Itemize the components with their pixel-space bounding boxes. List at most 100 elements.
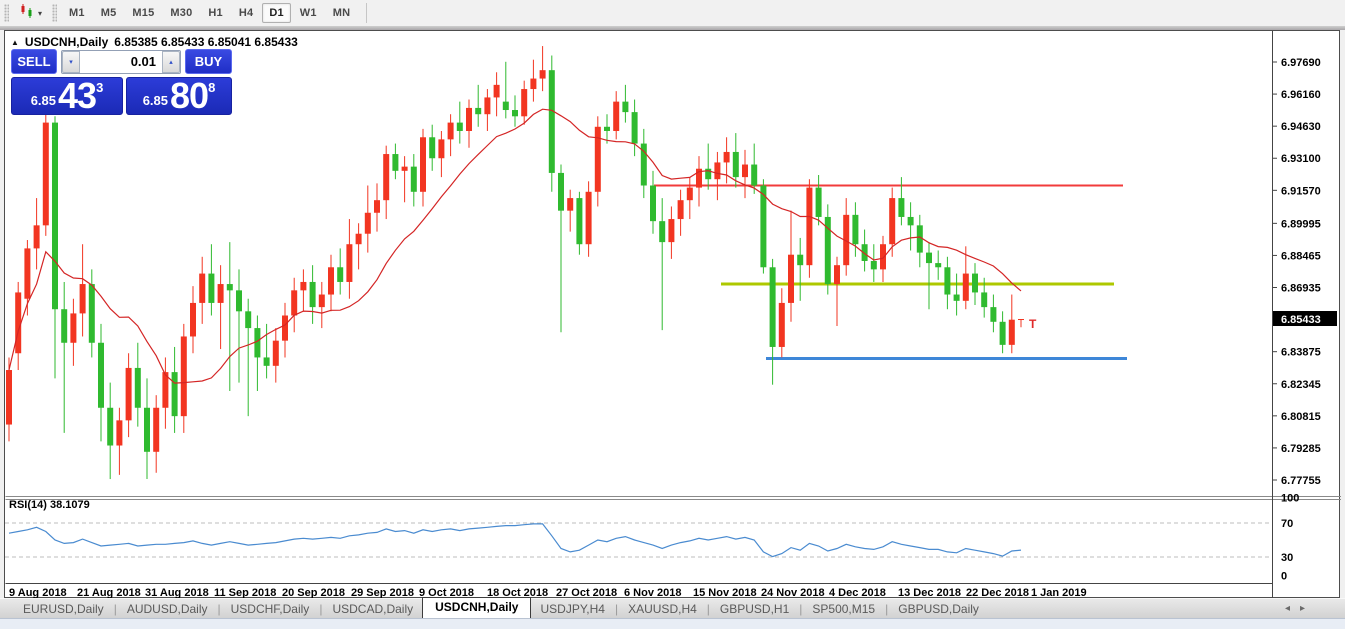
price-tick-label: 6.79285 xyxy=(1281,443,1321,455)
price-tick-label: 6.88465 xyxy=(1281,250,1321,262)
candle xyxy=(870,260,877,270)
chart-window: T 6.97690 6.96160 6.94630 6.93100 6.91570 6.89… xyxy=(4,30,1341,599)
buy-button[interactable]: BUY xyxy=(185,49,232,74)
candle xyxy=(6,370,12,425)
date-tick-label: 9 Aug 2018 xyxy=(9,587,67,599)
tab-scroll-right-button[interactable]: ▸ xyxy=(1299,603,1305,614)
timeframe-button-M5[interactable]: M5 xyxy=(100,7,117,19)
candles xyxy=(6,46,1024,480)
candle xyxy=(364,212,371,234)
candle xyxy=(732,151,739,178)
timeframe-button-H4[interactable]: H4 xyxy=(238,7,254,19)
candle xyxy=(484,97,491,115)
timeframe-button-M15[interactable]: M15 xyxy=(132,7,155,19)
volume-stepper: ▾ 0.01 ▴ xyxy=(61,50,181,74)
chart-tab-AUDUSD-Daily[interactable]: AUDUSD,Daily xyxy=(126,601,208,616)
tab-separator: | xyxy=(319,601,323,616)
chart-tab-bar: EURUSD,Daily | AUDUSD,Daily | USDCHF,Daily | U… xyxy=(0,597,1345,618)
timeframe-button-H1[interactable]: H1 xyxy=(208,7,223,19)
candle xyxy=(843,214,850,266)
time-axis[interactable]: 9 Aug 2018 21 Aug 2018 31 Aug 2018 11 Sep 2… xyxy=(9,587,1087,599)
price-tick-label: 6.94630 xyxy=(1281,121,1321,133)
tab-separator: | xyxy=(799,601,803,616)
price-tick-label: 6.91570 xyxy=(1281,185,1321,197)
candle xyxy=(677,200,684,220)
timeframe-button-M30[interactable]: M30 xyxy=(170,7,193,19)
chart-tab-USDCHF-Daily[interactable]: USDCHF,Daily xyxy=(230,601,310,616)
candle xyxy=(199,273,206,303)
buy-price-button[interactable]: 6.85 80 8 xyxy=(126,77,232,115)
candle xyxy=(512,110,518,117)
date-tick-label: 20 Sep 2018 xyxy=(282,587,345,599)
chart-header: ▲ USDCNH,Daily 6.85385 6.85433 6.85041 6… xyxy=(11,35,298,49)
price-chart-canvas[interactable]: T 6.97690 6.96160 6.94630 6.93100 6.91570 6.89… xyxy=(5,31,1341,599)
candle xyxy=(291,290,298,316)
sell-button[interactable]: SELL xyxy=(11,49,57,74)
sell-price-pips: 43 xyxy=(58,75,97,116)
candle xyxy=(880,244,886,270)
volume-increase-button[interactable]: ▴ xyxy=(162,51,180,73)
chart-object-marker[interactable]: T xyxy=(1029,317,1037,331)
rsi-line xyxy=(8,523,1022,558)
chart-tab-USDCNH-Daily[interactable]: USDCNH,Daily xyxy=(422,597,532,618)
candle xyxy=(686,187,693,201)
candle xyxy=(576,198,583,245)
tab-scroll-left-button[interactable]: ◂ xyxy=(1284,603,1290,614)
date-tick-label: 11 Sep 2018 xyxy=(214,587,276,599)
candle xyxy=(861,244,868,261)
chart-tab-XAUUSD-H4[interactable]: XAUUSD,H4 xyxy=(628,601,697,616)
trade-panel-top-row: SELL ▾ 0.01 ▴ BUY xyxy=(11,49,232,74)
candle xyxy=(659,221,666,243)
toolbar-grip[interactable] xyxy=(52,4,58,22)
candle xyxy=(714,162,721,180)
chart-symbol-title: USDCNH,Daily xyxy=(24,35,109,49)
toolbar-grip[interactable] xyxy=(4,4,9,22)
chart-tab-USDCAD-Daily[interactable]: USDCAD,Daily xyxy=(332,601,414,616)
candle xyxy=(70,313,77,343)
date-tick-label: 29 Sep 2018 xyxy=(351,587,414,599)
candle xyxy=(493,84,500,98)
chart-type-button[interactable]: ▾ xyxy=(13,0,48,27)
candle xyxy=(558,172,564,211)
chart-tab-GBPUSD-H1[interactable]: GBPUSD,H1 xyxy=(719,601,790,616)
timeframe-button-W1[interactable]: W1 xyxy=(299,7,317,19)
candle xyxy=(33,225,40,249)
candle xyxy=(1008,319,1015,345)
tab-separator: | xyxy=(885,601,889,616)
timeframe-button-MN[interactable]: MN xyxy=(332,7,351,19)
candle xyxy=(429,137,436,159)
candle xyxy=(502,101,509,111)
candle xyxy=(125,367,132,421)
volume-value[interactable]: 0.01 xyxy=(130,54,156,69)
candle xyxy=(466,107,472,131)
candle xyxy=(420,137,426,192)
top-toolbar: ▾ M1 M5 M15 M30 H1 H4 D1 W1 MN xyxy=(0,0,1345,26)
candle xyxy=(723,151,730,163)
volume-decrease-button[interactable]: ▾ xyxy=(62,51,80,73)
sell-price-button[interactable]: 6.85 43 3 xyxy=(11,77,123,115)
chart-tab-EURUSD-Daily[interactable]: EURUSD,Daily xyxy=(23,601,104,616)
timeframe-button-D1[interactable]: D1 xyxy=(262,3,291,23)
price-tick-label: 6.86935 xyxy=(1281,283,1321,295)
date-tick-label: 31 Aug 2018 xyxy=(145,587,209,599)
rsi-scale-label: 0 xyxy=(1281,571,1287,583)
candle xyxy=(594,126,601,192)
date-tick-label: 18 Oct 2018 xyxy=(487,587,548,599)
timeframe-button-M1[interactable]: M1 xyxy=(69,7,85,19)
date-tick-label: 4 Dec 2018 xyxy=(829,587,886,599)
collapse-panel-icon[interactable]: ▲ xyxy=(11,37,19,47)
chart-tab-SP500-M15[interactable]: SP500,M15 xyxy=(812,601,876,616)
chart-tab-USDJPY-H4[interactable]: USDJPY,H4 xyxy=(540,601,605,616)
price-axis[interactable]: 6.97690 6.96160 6.94630 6.93100 6.91570 6.899… xyxy=(1272,57,1337,487)
candle xyxy=(604,126,610,131)
candle xyxy=(61,309,68,343)
candle xyxy=(217,284,224,303)
price-tick-label: 6.89995 xyxy=(1281,218,1321,230)
candle xyxy=(190,302,196,337)
chevron-down-icon[interactable]: ▾ xyxy=(38,8,43,18)
candle xyxy=(530,78,537,90)
candle xyxy=(926,252,932,264)
candle xyxy=(1018,319,1024,321)
price-tick-label: 6.77755 xyxy=(1281,475,1321,487)
chart-tab-GBPUSD-Daily[interactable]: GBPUSD,Daily xyxy=(898,601,979,616)
